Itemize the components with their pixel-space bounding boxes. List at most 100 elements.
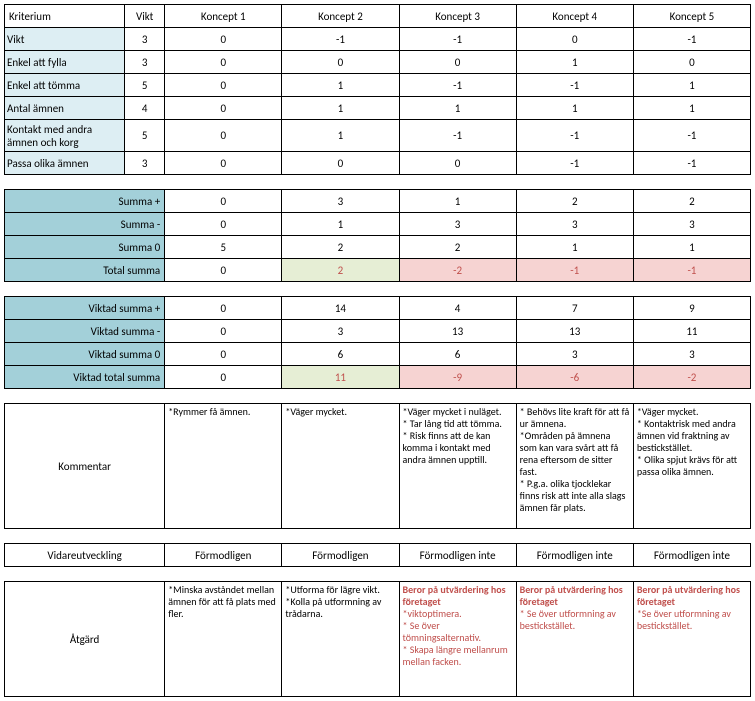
crit-val: 0	[165, 97, 282, 120]
crit-name: Antal ämnen	[5, 97, 125, 120]
vidare-val: Förmodligen	[165, 544, 282, 567]
sum-label: Total summa	[5, 259, 165, 282]
header-row: Kriterium Vikt Koncept 1 Koncept 2 Konce…	[5, 5, 751, 28]
crit-val: 0	[282, 51, 399, 74]
crit-val: 1	[282, 97, 399, 120]
crit-row: Antal ämnen 4 0 1 1 1 1	[5, 97, 751, 120]
sum-label: Summa -	[5, 213, 165, 236]
crit-val: -1	[516, 74, 633, 97]
crit-vikt: 5	[125, 120, 165, 152]
wsum-label: Viktad summa +	[5, 297, 165, 320]
sum-val: 3	[399, 213, 516, 236]
crit-val: 0	[633, 51, 750, 74]
atgard-rest: *Se över utformning av bestickstället.	[637, 607, 731, 632]
atgard-cell: *Minska avståndet mellan ämnen för att f…	[165, 582, 282, 697]
sum-val: -2	[399, 259, 516, 282]
crit-vikt: 4	[125, 97, 165, 120]
sum-row: Summa + 0 3 1 2 2	[5, 190, 751, 213]
wsum-val: 0	[165, 297, 282, 320]
crit-row: Kontakt med andra ämnen och korg 5 0 1 -…	[5, 120, 751, 152]
atgard-rest: *viktoptimera.* Se över tömningsalternat…	[403, 607, 508, 668]
crit-row: Vikt 3 0 -1 -1 0 -1	[5, 28, 751, 51]
wsum-val: 7	[516, 297, 633, 320]
wsum-val: 13	[516, 320, 633, 343]
crit-val: 0	[516, 28, 633, 51]
wsum-val: 0	[165, 320, 282, 343]
crit-val: 0	[165, 74, 282, 97]
kommentar-cell: *Väger mycket i nuläget.* Tar lång tid a…	[399, 404, 516, 529]
hdr-k3: Koncept 3	[399, 5, 516, 28]
sum-val: 1	[633, 236, 750, 259]
sum-val: -1	[516, 259, 633, 282]
crit-val: -1	[516, 152, 633, 175]
wsum-row: Viktad summa 0 0 6 6 3 3	[5, 343, 751, 366]
atgard-cell: Beror på utvärdering hos företaget *Se ö…	[633, 582, 750, 697]
sum-val: 1	[516, 236, 633, 259]
crit-val: 1	[282, 120, 399, 152]
wsum-val: -2	[633, 366, 750, 389]
wsum-label: Viktad summa -	[5, 320, 165, 343]
wsum-row: Viktad summa + 0 14 4 7 9	[5, 297, 751, 320]
crit-val: 0	[282, 152, 399, 175]
kommentar-row: Kommentar *Rymmer få ämnen. *Väger mycke…	[5, 404, 751, 529]
crit-val: 0	[399, 51, 516, 74]
wsum-val: 13	[399, 320, 516, 343]
kommentar-cell: *Rymmer få ämnen.	[165, 404, 282, 529]
wsum-val: 14	[282, 297, 399, 320]
sum-val: 1	[399, 190, 516, 213]
wsum-val: 9	[633, 297, 750, 320]
atgard-label: Åtgärd	[5, 582, 165, 697]
sum-label: Summa +	[5, 190, 165, 213]
crit-name: Enkel att fylla	[5, 51, 125, 74]
atgard-row: Åtgärd *Minska avståndet mellan ämnen fö…	[5, 582, 751, 697]
sum-val: -1	[633, 259, 750, 282]
wsum-row: Viktad summa - 0 3 13 13 11	[5, 320, 751, 343]
crit-vikt: 3	[125, 28, 165, 51]
crit-val: 1	[399, 97, 516, 120]
vidare-row: Vidareutveckling Förmodligen Förmodligen…	[5, 544, 751, 567]
sum-val: 1	[282, 213, 399, 236]
hdr-k5: Koncept 5	[633, 5, 750, 28]
sum-val: 2	[633, 190, 750, 213]
sum-val: 3	[282, 190, 399, 213]
wsum-label: Viktad total summa	[5, 366, 165, 389]
atgard-cell: *Utforma för lägre vikt.*Kolla på utform…	[282, 582, 399, 697]
wsum-val: -9	[399, 366, 516, 389]
concept-matrix: Kriterium Vikt Koncept 1 Koncept 2 Konce…	[4, 4, 751, 697]
crit-val: 0	[399, 152, 516, 175]
wsum-val: 4	[399, 297, 516, 320]
wsum-val: 3	[282, 320, 399, 343]
vidare-val: Förmodligen inte	[633, 544, 750, 567]
sum-val: 3	[516, 213, 633, 236]
atgard-bold: Beror på utvärdering hos företaget	[637, 583, 740, 608]
sum-val: 2	[399, 236, 516, 259]
sum-val: 0	[165, 190, 282, 213]
crit-val: -1	[516, 120, 633, 152]
crit-val: 0	[165, 120, 282, 152]
atgard-cell: Beror på utvärdering hos företaget * Se …	[516, 582, 633, 697]
sum-total-row: Total summa 0 2 -2 -1 -1	[5, 259, 751, 282]
crit-val: 0	[165, 51, 282, 74]
atgard-rest: * Se över utformning av bestickstället.	[520, 607, 616, 632]
wsum-val: 6	[282, 343, 399, 366]
wsum-val: 0	[165, 366, 282, 389]
sum-val: 2	[282, 236, 399, 259]
wsum-val: 0	[165, 343, 282, 366]
crit-name: Passa olika ämnen	[5, 152, 125, 175]
crit-name: Enkel att tömma	[5, 74, 125, 97]
crit-val: -1	[399, 74, 516, 97]
sum-val: 2	[282, 259, 399, 282]
crit-vikt: 5	[125, 74, 165, 97]
wsum-val: 3	[633, 343, 750, 366]
crit-val: 0	[165, 28, 282, 51]
wsum-val: 3	[516, 343, 633, 366]
sum-row: Summa 0 5 2 2 1 1	[5, 236, 751, 259]
crit-name: Vikt	[5, 28, 125, 51]
sum-val: 5	[165, 236, 282, 259]
atgard-cell: Beror på utvärdering hos företaget *vikt…	[399, 582, 516, 697]
vidare-label: Vidareutveckling	[5, 544, 165, 567]
crit-val: -1	[399, 120, 516, 152]
crit-name: Kontakt med andra ämnen och korg	[5, 120, 125, 152]
kommentar-cell: *Väger mycket.* Kontaktrisk med andra äm…	[633, 404, 750, 529]
sum-val: 0	[165, 259, 282, 282]
